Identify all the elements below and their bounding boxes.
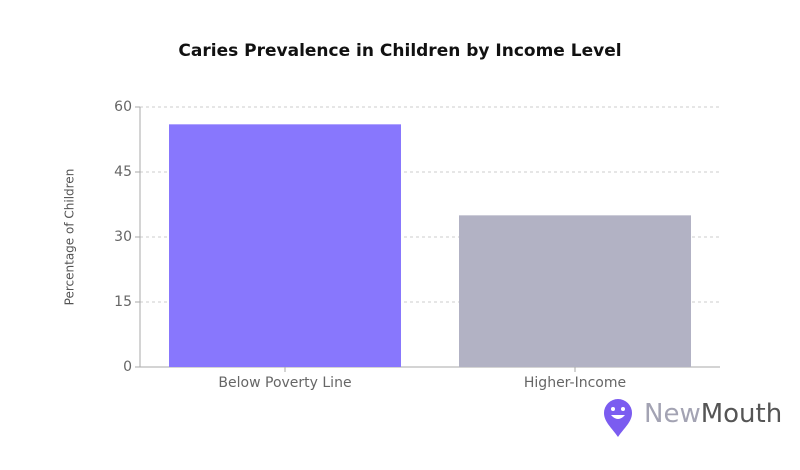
logo-part: Mouth: [701, 399, 783, 429]
y-tick-label: 0: [123, 359, 132, 375]
logo-text: NewMouth: [644, 399, 782, 429]
y-tick-label: 30: [114, 229, 132, 245]
y-tick-label: 15: [114, 294, 132, 310]
y-tick-label: 60: [114, 99, 132, 115]
logo-eye: [611, 407, 615, 411]
logo: NewMouth: [604, 399, 782, 437]
y-tick-label: 45: [114, 164, 132, 180]
bar: [459, 215, 691, 367]
logo-eye: [621, 407, 625, 411]
x-tick-label: Below Poverty Line: [218, 375, 351, 391]
logo-mouth: [611, 415, 625, 419]
logo-part: New: [644, 399, 701, 429]
x-tick-label: Higher-Income: [524, 375, 626, 391]
y-axis-label: Percentage of Children: [63, 169, 77, 306]
chart-title: Caries Prevalence in Children by Income …: [178, 41, 621, 61]
bar: [169, 124, 401, 367]
